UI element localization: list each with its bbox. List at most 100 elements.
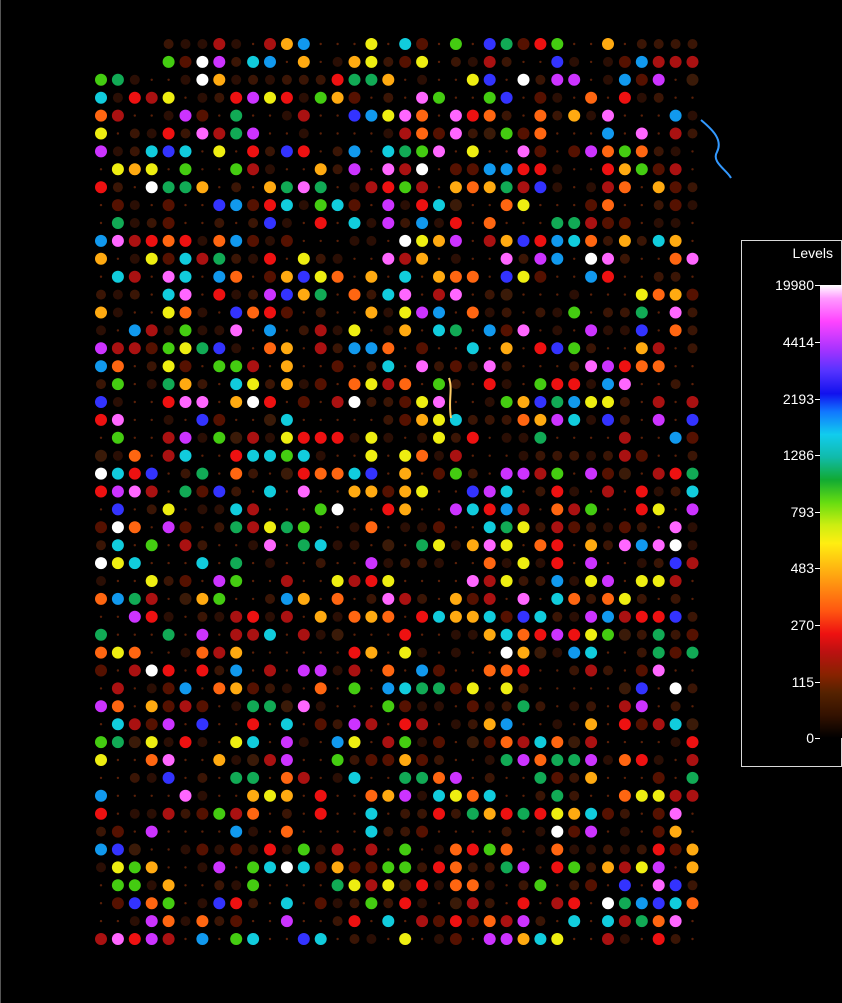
array-spot	[348, 771, 361, 784]
array-spot	[449, 360, 462, 373]
array-spot	[552, 647, 563, 658]
array-spot	[484, 880, 495, 891]
array-spot	[399, 861, 412, 874]
array-spot	[416, 38, 429, 50]
array-spot	[248, 253, 259, 264]
array-spot	[669, 897, 682, 910]
array-spot	[315, 844, 326, 855]
array-spot	[314, 933, 327, 945]
array-spot	[483, 324, 496, 337]
array-spot	[213, 575, 226, 587]
array-spot	[623, 293, 627, 296]
array-spot	[264, 270, 276, 283]
array-spot	[99, 919, 103, 923]
array-spot	[348, 915, 361, 928]
array-spot	[652, 360, 665, 373]
array-spot	[657, 454, 660, 457]
array-spot	[145, 252, 158, 265]
array-spot	[687, 128, 698, 139]
array-spot	[488, 651, 491, 654]
array-spot	[404, 544, 407, 547]
array-spot	[383, 56, 394, 67]
array-spot	[280, 413, 293, 426]
array-spot	[196, 467, 209, 480]
array-spot	[280, 449, 293, 462]
array-spot	[382, 682, 395, 695]
array-spot	[162, 915, 175, 928]
array-spot	[231, 74, 242, 85]
array-spot	[517, 700, 530, 713]
array-spot	[331, 91, 344, 104]
array-spot	[95, 306, 107, 319]
array-spot	[150, 561, 153, 565]
array-spot	[111, 825, 124, 838]
array-spot	[535, 790, 546, 801]
array-spot	[589, 168, 593, 171]
array-spot	[602, 897, 614, 910]
array-spot	[640, 472, 643, 475]
array-spot	[635, 485, 648, 498]
array-spot	[264, 91, 276, 104]
array-spot	[636, 92, 647, 103]
array-spot	[179, 55, 192, 68]
array-spot	[180, 468, 191, 479]
array-spot	[522, 347, 525, 350]
array-spot	[150, 275, 153, 278]
array-spot	[551, 933, 564, 945]
array-spot	[539, 329, 542, 332]
array-spot	[365, 557, 378, 570]
array-spot	[539, 365, 542, 368]
array-spot	[602, 610, 614, 623]
array-spot	[522, 794, 525, 797]
array-spot	[652, 897, 665, 910]
array-spot	[501, 56, 512, 67]
array-spot	[99, 687, 103, 690]
array-spot	[383, 92, 394, 103]
array-spot	[619, 844, 630, 855]
array-spot	[539, 60, 542, 64]
array-spot	[196, 807, 209, 820]
array-spot	[235, 221, 238, 225]
array-spot	[551, 557, 564, 570]
array-spot	[218, 186, 221, 189]
array-spot	[280, 288, 293, 301]
array-spot	[420, 329, 424, 332]
array-spot	[669, 789, 682, 802]
array-spot	[449, 234, 462, 247]
array-spot	[280, 610, 293, 623]
array-spot	[280, 771, 293, 784]
array-spot	[669, 879, 682, 892]
array-spot	[213, 897, 226, 910]
array-spot	[589, 311, 593, 314]
array-spot	[569, 486, 580, 497]
array-spot	[399, 396, 412, 408]
array-spot	[387, 472, 390, 475]
array-spot	[467, 862, 478, 873]
array-spot	[585, 91, 598, 104]
array-spot	[179, 485, 192, 498]
array-spot	[691, 812, 694, 815]
array-spot	[483, 521, 496, 534]
array-spot	[370, 203, 373, 207]
array-spot	[365, 378, 378, 391]
array-spot	[652, 825, 665, 838]
array-spot	[434, 361, 444, 372]
array-spot	[95, 789, 107, 802]
array-spot	[691, 705, 694, 708]
array-spot	[116, 257, 120, 260]
array-spot	[466, 342, 479, 355]
array-spot	[116, 132, 120, 135]
legend-tick-label: 0	[806, 730, 814, 746]
array-spot	[201, 275, 204, 278]
array-spot	[652, 396, 665, 408]
array-spot	[370, 257, 373, 260]
array-spot	[488, 150, 491, 153]
array-spot	[586, 343, 597, 354]
array-spot	[247, 754, 260, 766]
array-spot	[488, 454, 491, 457]
array-spot	[640, 186, 643, 189]
array-spot	[653, 200, 664, 211]
array-spot	[534, 38, 547, 50]
array-spot	[534, 181, 547, 194]
array-spot	[450, 540, 461, 551]
